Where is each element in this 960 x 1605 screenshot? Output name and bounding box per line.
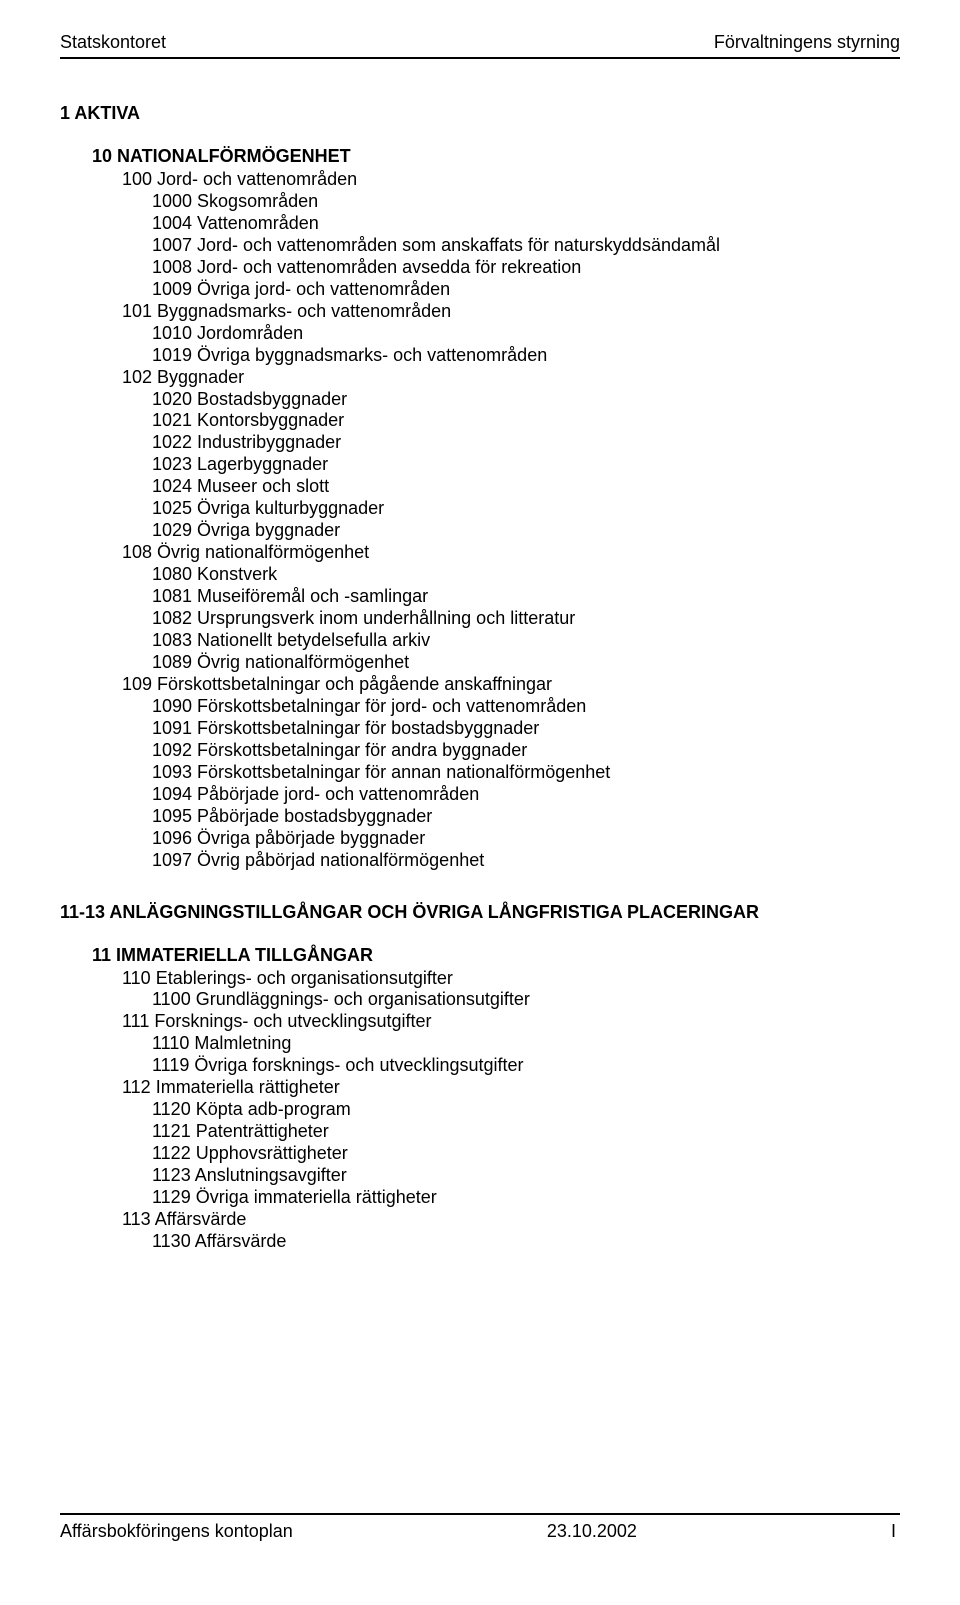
list-item: 1025 Övriga kulturbyggnader [60, 498, 900, 520]
page-footer: Affärsbokföringens kontoplan 23.10.2002 … [60, 1513, 900, 1542]
list-item: 1007 Jord- och vattenområden som anskaff… [60, 235, 900, 257]
group-title: 11 IMMATERIELLA TILLGÅNGAR [60, 945, 900, 966]
list-item: 1091 Förskottsbetalningar för bostadsbyg… [60, 718, 900, 740]
subgroup-label: 110 Etablerings- och organisationsutgift… [60, 968, 900, 990]
page-header: Statskontoret Förvaltningens styrning [60, 32, 900, 59]
list-item: 1089 Övrig nationalförmögenhet [60, 652, 900, 674]
header-right: Förvaltningens styrning [714, 32, 900, 53]
list-item: 1092 Förskottsbetalningar för andra bygg… [60, 740, 900, 762]
list-item: 1120 Köpta adb-program [60, 1099, 900, 1121]
header-left: Statskontoret [60, 32, 166, 53]
list-item: 1096 Övriga påbörjade byggnader [60, 828, 900, 850]
list-item: 1000 Skogsområden [60, 191, 900, 213]
list-item: 1004 Vattenområden [60, 213, 900, 235]
subgroup-label: 102 Byggnader [60, 367, 900, 389]
subgroup-label: 111 Forsknings- och utvecklingsutgifter [60, 1011, 900, 1033]
footer-left: Affärsbokföringens kontoplan [60, 1521, 293, 1542]
list-item: 1008 Jord- och vattenområden avsedda för… [60, 257, 900, 279]
subgroup-label: 113 Affärsvärde [60, 1209, 900, 1231]
list-item: 1019 Övriga byggnadsmarks- och vattenomr… [60, 345, 900, 367]
list-item: 1121 Patenträttigheter [60, 1121, 900, 1143]
list-item: 1009 Övriga jord- och vattenområden [60, 279, 900, 301]
list-item: 1129 Övriga immateriella rättigheter [60, 1187, 900, 1209]
list-item: 1130 Affärsvärde [60, 1231, 900, 1253]
subgroup-label: 100 Jord- och vattenområden [60, 169, 900, 191]
list-item: 1029 Övriga byggnader [60, 520, 900, 542]
list-item: 1097 Övrig påbörjad nationalförmögenhet [60, 850, 900, 872]
page: Statskontoret Förvaltningens styrning 1 … [0, 0, 960, 1572]
list-item: 1010 Jordområden [60, 323, 900, 345]
list-item: 1082 Ursprungsverk inom underhållning oc… [60, 608, 900, 630]
list-item: 1122 Upphovsrättigheter [60, 1143, 900, 1165]
list-item: 1083 Nationellt betydelsefulla arkiv [60, 630, 900, 652]
list-item: 1021 Kontorsbyggnader [60, 410, 900, 432]
group-title: 10 NATIONALFÖRMÖGENHET [60, 146, 900, 167]
list-item: 1110 Malmletning [60, 1033, 900, 1055]
list-item: 1080 Konstverk [60, 564, 900, 586]
subgroup-label: 109 Förskottsbetalningar och pågående an… [60, 674, 900, 696]
subgroup-label: 101 Byggnadsmarks- och vattenområden [60, 301, 900, 323]
list-item: 1023 Lagerbyggnader [60, 454, 900, 476]
list-item: 1123 Anslutningsavgifter [60, 1165, 900, 1187]
list-item: 1024 Museer och slott [60, 476, 900, 498]
section-title: 1 AKTIVA [60, 103, 900, 124]
footer-right: I [891, 1521, 900, 1542]
list-item: 1093 Förskottsbetalningar för annan nati… [60, 762, 900, 784]
list-item: 1022 Industribyggnader [60, 432, 900, 454]
subgroup-label: 112 Immateriella rättigheter [60, 1077, 900, 1099]
section-title: 11-13 ANLÄGGNINGSTILLGÅNGAR OCH ÖVRIGA L… [60, 902, 900, 923]
list-item: 1095 Påbörjade bostadsbyggnader [60, 806, 900, 828]
list-item: 1119 Övriga forsknings- och utvecklingsu… [60, 1055, 900, 1077]
list-item: 1094 Påbörjade jord- och vattenområden [60, 784, 900, 806]
list-item: 1020 Bostadsbyggnader [60, 389, 900, 411]
list-item: 1090 Förskottsbetalningar för jord- och … [60, 696, 900, 718]
footer-row: Affärsbokföringens kontoplan 23.10.2002 … [60, 1515, 900, 1542]
list-item: 1081 Museiföremål och -samlingar [60, 586, 900, 608]
list-item: 1100 Grundläggnings- och organisationsut… [60, 989, 900, 1011]
spacer [60, 872, 900, 894]
footer-center: 23.10.2002 [547, 1521, 637, 1542]
subgroup-label: 108 Övrig nationalförmögenhet [60, 542, 900, 564]
